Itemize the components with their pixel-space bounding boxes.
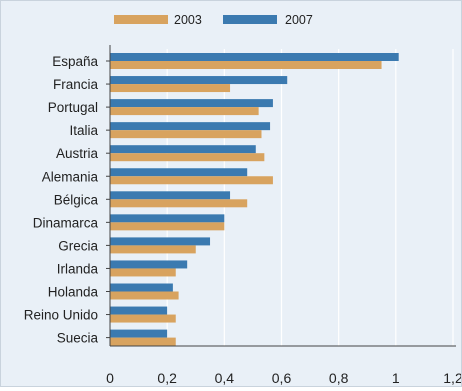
category-label: Reino Unido <box>24 308 98 323</box>
bar-2007 <box>110 283 173 292</box>
legend-swatch-2007 <box>223 15 277 24</box>
bar-2007 <box>110 53 399 61</box>
bar-2007 <box>110 145 256 154</box>
bar-2003 <box>110 130 262 139</box>
category-label: Austria <box>56 146 99 161</box>
category-label: Francia <box>53 77 99 92</box>
bar-2003 <box>110 245 196 254</box>
bar-2007 <box>110 214 225 223</box>
bar-2003 <box>110 176 273 185</box>
x-tick-label: 0,8 <box>329 370 349 386</box>
legend: 2003 2007 <box>114 13 313 27</box>
bar-2003 <box>110 291 179 300</box>
category-label: Irlanda <box>57 261 99 276</box>
x-tick-labels: 0 0,2 0,4 0,6 0,8 1 1,2 <box>106 370 462 386</box>
bar-2007 <box>110 76 288 85</box>
bar-2003 <box>110 337 176 346</box>
bar-2007 <box>110 122 271 131</box>
category-labels: España Francia Portugal Italia Austria Aleman… <box>24 54 99 346</box>
bar-2003 <box>110 268 176 277</box>
axes <box>106 45 456 347</box>
bar-2007 <box>110 168 248 177</box>
bar-2007 <box>110 260 188 269</box>
category-label: Alemania <box>42 169 99 184</box>
bar-2007 <box>110 329 168 338</box>
category-label: Dinamarca <box>33 215 99 230</box>
category-label: Italia <box>69 123 98 138</box>
bar-2003 <box>110 314 176 323</box>
bar-2007 <box>110 237 211 246</box>
bar-2007 <box>110 99 273 108</box>
x-tick-label: 0,4 <box>215 370 235 386</box>
category-label: Suecia <box>57 331 99 346</box>
category-label: Portugal <box>48 100 98 115</box>
bar-2003 <box>110 222 225 231</box>
legend-label-2003: 2003 <box>174 13 202 27</box>
bars <box>110 53 399 346</box>
bar-2003 <box>110 61 382 69</box>
x-tick-label: 0,2 <box>157 370 177 386</box>
category-label: Grecia <box>58 238 98 253</box>
category-label: España <box>52 54 98 69</box>
x-tick-label: 1 <box>392 370 400 386</box>
category-label: Holanda <box>48 285 99 300</box>
legend-label-2007: 2007 <box>285 13 313 27</box>
category-label: Bélgica <box>54 192 99 207</box>
bar-2007 <box>110 306 168 315</box>
x-tick-label: 0 <box>106 370 114 386</box>
bar-2003 <box>110 84 231 93</box>
bar-2003 <box>110 107 259 116</box>
bar-2003 <box>110 199 248 208</box>
bar-2003 <box>110 153 265 162</box>
x-tick-label: 1,2 <box>443 370 461 386</box>
legend-swatch-2003 <box>114 15 168 24</box>
bar-2007 <box>110 191 231 200</box>
x-tick-label: 0,6 <box>272 370 292 386</box>
